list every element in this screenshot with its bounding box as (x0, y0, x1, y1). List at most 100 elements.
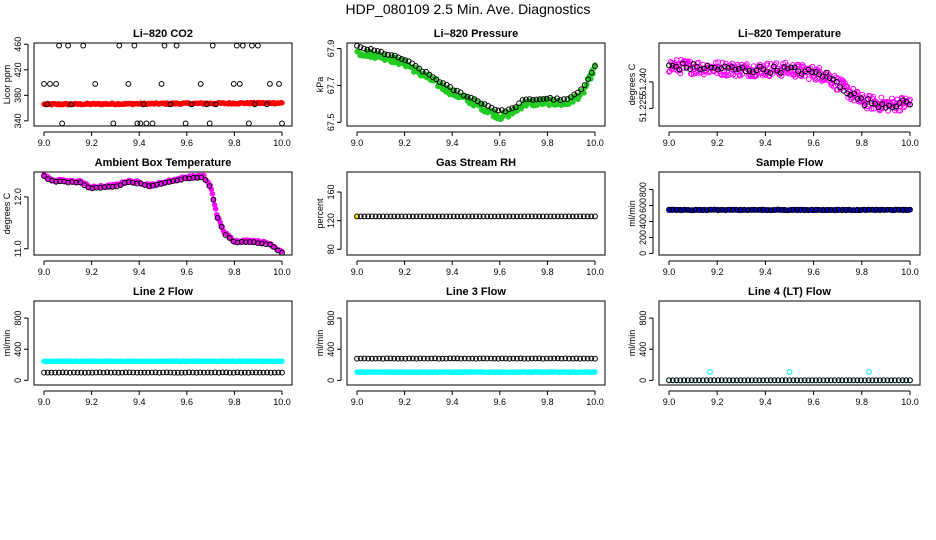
y-tick-label: 380 (13, 88, 23, 103)
y-tick-label: 120 (326, 213, 336, 228)
data-point-secondary (182, 120, 189, 127)
x-tick-label: 9.0 (38, 138, 51, 148)
data-point-secondary (562, 355, 569, 362)
data-point-secondary (666, 206, 672, 213)
data-point-secondary (861, 377, 868, 384)
data-point-secondary (692, 377, 699, 384)
data-point-secondary (186, 175, 193, 182)
data-point-secondary (255, 42, 261, 49)
data-point-primary (809, 63, 816, 70)
data-point-secondary (707, 377, 714, 384)
data-point-secondary (592, 355, 598, 362)
data-point-secondary (223, 369, 230, 376)
data-point-secondary (903, 98, 910, 105)
data-point-secondary (432, 213, 439, 220)
data-point-secondary (495, 355, 502, 362)
data-point-secondary (380, 213, 386, 220)
data-point-secondary (65, 42, 71, 49)
data-point-secondary (209, 42, 216, 49)
data-point-secondary (166, 179, 173, 185)
data-point-secondary (813, 377, 819, 384)
data-point-secondary (791, 64, 798, 71)
data-point-secondary (794, 377, 800, 384)
data-point-secondary (234, 239, 241, 246)
data-point-secondary (899, 377, 906, 384)
data-point-secondary (206, 183, 213, 189)
data-point-secondary (230, 369, 237, 376)
data-point-secondary (119, 369, 125, 376)
data-point-secondary (59, 120, 65, 127)
data-point-secondary (858, 377, 864, 384)
data-point-secondary (279, 120, 285, 127)
data-point-secondary (473, 213, 479, 220)
plot-frame (658, 42, 921, 127)
data-point-secondary (868, 100, 875, 107)
data-point-secondary (276, 81, 282, 87)
data-point-secondary (436, 79, 443, 86)
data-point-primary (764, 60, 771, 67)
data-point-secondary (509, 105, 516, 112)
data-point-secondary (525, 213, 531, 220)
data-point-secondary (831, 207, 838, 214)
data-point-secondary (519, 97, 526, 103)
data-point-secondary (44, 101, 50, 108)
data-point-secondary (510, 213, 517, 220)
data-point-secondary (707, 206, 714, 213)
data-point-secondary (406, 355, 413, 362)
data-point-primary (777, 67, 784, 73)
x-tick-label: 9.2 (85, 397, 98, 407)
data-point-secondary (447, 84, 454, 90)
data-point-secondary (907, 377, 913, 384)
data-point-secondary (47, 81, 53, 87)
data-point-secondary (801, 377, 808, 384)
data-point-secondary (677, 377, 684, 384)
data-point-secondary (880, 206, 887, 213)
x-tick-label: 9.2 (398, 267, 411, 277)
data-point-secondary (746, 68, 753, 74)
y-tick-label: 400 (326, 342, 336, 357)
data-point-secondary (680, 60, 686, 67)
x-tick-label: 9.4 (133, 267, 146, 277)
data-point-secondary (554, 213, 561, 220)
y-tick-label: 0 (638, 251, 648, 256)
chart-title: Li–820 CO2 (133, 28, 193, 40)
data-point-secondary (161, 42, 168, 49)
data-point-secondary (569, 213, 576, 220)
data-point-secondary (869, 206, 876, 213)
data-point-secondary (844, 90, 850, 97)
data-point-secondary (528, 213, 535, 220)
data-point-secondary (756, 377, 763, 384)
data-point-secondary (562, 213, 569, 220)
data-point-secondary (201, 369, 207, 376)
data-point-primary (735, 63, 742, 69)
data-point-secondary (574, 89, 581, 96)
data-point-secondary (510, 355, 517, 362)
data-point-secondary (158, 81, 165, 87)
data-point-secondary (241, 369, 248, 376)
x-tick-label: 9.8 (228, 138, 241, 148)
y-tick-label: 12.0 (13, 188, 23, 206)
x-tick-label: 10.0 (586, 267, 604, 277)
data-point-secondary (190, 174, 197, 181)
y-tick-label: 800 (638, 182, 648, 197)
x-tick-label: 10.0 (273, 138, 291, 148)
data-point-secondary (558, 355, 565, 362)
x-tick-label: 9.6 (807, 267, 820, 277)
data-point-secondary (805, 66, 812, 73)
y-tick-label: 800 (13, 311, 23, 326)
data-point-secondary (206, 120, 213, 127)
data-point-primary (743, 61, 750, 67)
page-title: HDP_080109 2.5 Min. Ave. Diagnostics (345, 1, 591, 17)
data-point-secondary (395, 355, 401, 362)
data-point-secondary (402, 213, 409, 220)
x-tick-label: 9.4 (133, 397, 146, 407)
data-point-secondary (854, 96, 861, 102)
data-point-secondary (547, 213, 554, 220)
data-point-secondary (435, 355, 442, 362)
data-point-secondary (357, 213, 364, 220)
data-point-secondary (839, 377, 846, 384)
data-point-secondary (505, 106, 512, 113)
data-point-secondary (681, 207, 687, 213)
data-point-secondary (398, 213, 405, 220)
data-point-secondary (188, 101, 195, 108)
